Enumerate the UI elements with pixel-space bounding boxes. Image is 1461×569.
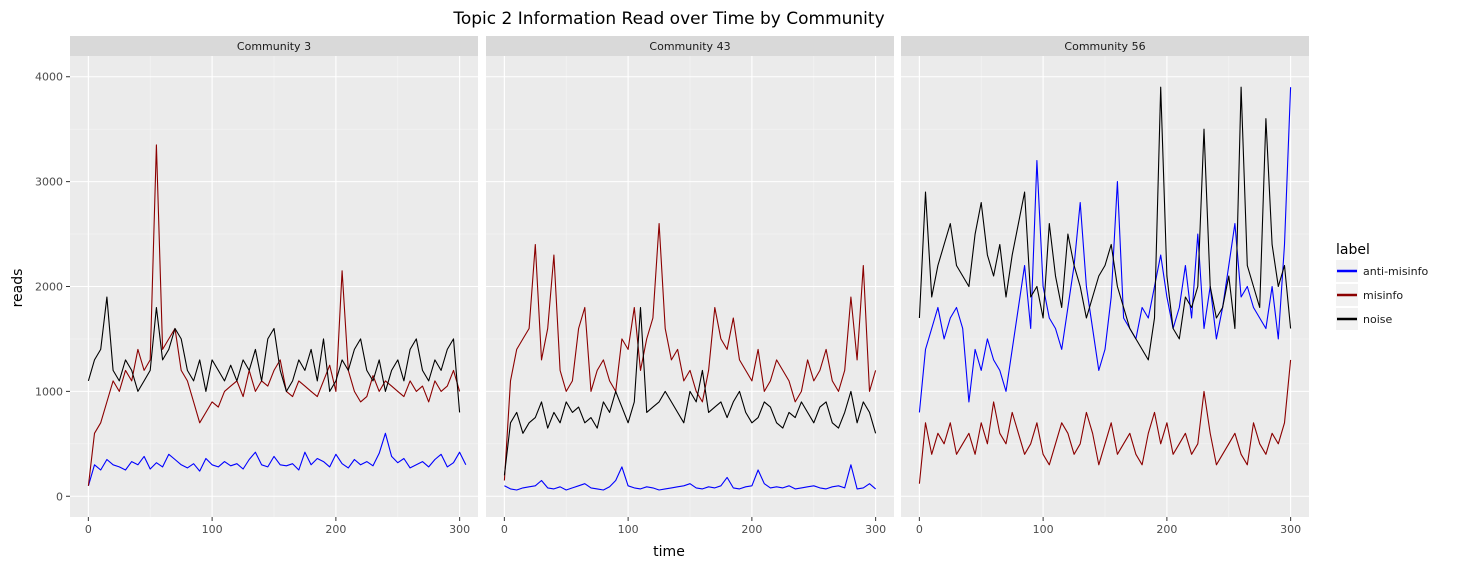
x-tick-label: 300 bbox=[865, 523, 886, 536]
legend-item-noise: noise bbox=[1336, 308, 1392, 330]
x-tick-label: 100 bbox=[618, 523, 639, 536]
legend-label: noise bbox=[1363, 313, 1392, 326]
x-tick-label: 200 bbox=[741, 523, 762, 536]
legend-title: label bbox=[1336, 242, 1370, 258]
legend-label: misinfo bbox=[1363, 289, 1403, 302]
facet-strip-label: Community 56 bbox=[1064, 40, 1145, 53]
y-tick-label: 2000 bbox=[35, 281, 63, 294]
legend-label: anti-misinfo bbox=[1363, 265, 1428, 278]
x-tick-label: 200 bbox=[325, 523, 346, 536]
legend: label anti-misinfo misinfo noise bbox=[1336, 242, 1428, 330]
facet-panels: Community 30 100 200 30001000200030004000Co… bbox=[35, 36, 1309, 536]
x-tick-label: 300 bbox=[1280, 523, 1301, 536]
y-axis-label: reads bbox=[10, 269, 26, 308]
x-tick-label: 300 bbox=[449, 523, 470, 536]
facet-strip-label: Community 43 bbox=[649, 40, 730, 53]
x-tick-label: 100 bbox=[1033, 523, 1054, 536]
x-tick-label: 0 bbox=[85, 523, 92, 536]
series-line-misinfo bbox=[503, 223, 877, 481]
facet-strip bbox=[901, 36, 1309, 56]
y-tick-label: 4000 bbox=[35, 71, 63, 84]
series-line-anti-misinfo bbox=[918, 87, 1292, 413]
facet-panel-community-56: Community 56 0 100 200 300 bbox=[901, 36, 1309, 536]
facet-strip bbox=[486, 36, 894, 56]
series-line-misinfo bbox=[87, 144, 461, 486]
series-line-anti-misinfo bbox=[87, 432, 467, 486]
series-line-noise bbox=[503, 306, 877, 476]
facet-strip-label: Community 3 bbox=[237, 40, 311, 53]
x-axis-label: time bbox=[653, 544, 685, 560]
legend-item-anti-misinfo: anti-misinfo bbox=[1336, 260, 1428, 282]
facet-strip bbox=[70, 36, 478, 56]
facet-panel-community-43: Community 43 0 100 200 300 bbox=[486, 36, 894, 536]
chart-title: Topic 2 Information Read over Time by Co… bbox=[452, 9, 884, 29]
x-tick-label: 100 bbox=[202, 523, 223, 536]
series-line-noise bbox=[87, 296, 461, 413]
series-line-noise bbox=[918, 86, 1292, 361]
x-tick-label: 0 bbox=[916, 523, 923, 536]
series-line-misinfo bbox=[918, 359, 1292, 484]
x-tick-label: 200 bbox=[1156, 523, 1177, 536]
y-tick-label: 3000 bbox=[35, 176, 63, 189]
y-tick-label: 0 bbox=[56, 490, 63, 503]
legend-items: anti-misinfo misinfo noise bbox=[1336, 260, 1428, 330]
y-tick-label: 1000 bbox=[35, 385, 63, 398]
x-tick-label: 0 bbox=[501, 523, 508, 536]
legend-item-misinfo: misinfo bbox=[1336, 284, 1403, 306]
series-line-anti-misinfo bbox=[504, 464, 876, 491]
